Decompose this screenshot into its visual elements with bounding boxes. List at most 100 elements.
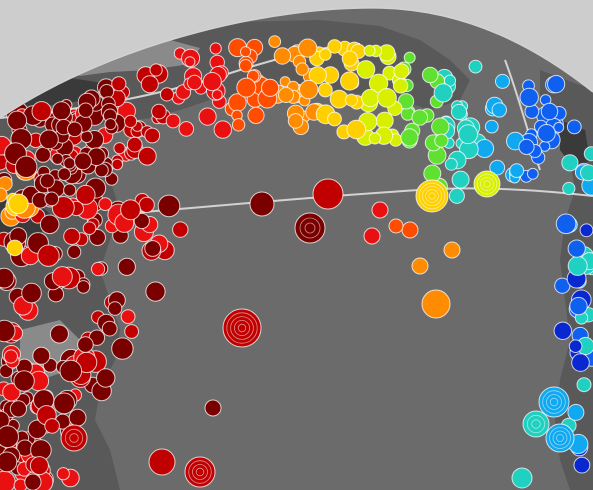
map-marker[interactable] (239, 58, 253, 73)
map-marker[interactable] (327, 39, 342, 54)
map-marker[interactable] (213, 120, 233, 139)
map-marker[interactable] (99, 84, 115, 99)
map-marker[interactable] (6, 239, 24, 257)
map-marker[interactable] (222, 308, 262, 348)
map-marker[interactable] (547, 75, 566, 94)
map-marker[interactable] (356, 60, 376, 79)
map-marker[interactable] (2, 383, 21, 402)
map-marker[interactable] (299, 79, 319, 100)
map-marker[interactable] (566, 119, 582, 135)
map-marker[interactable] (151, 103, 167, 120)
map-marker[interactable] (567, 239, 586, 258)
map-marker[interactable] (107, 301, 123, 316)
map-marker[interactable] (450, 103, 468, 121)
map-marker[interactable] (149, 63, 163, 77)
map-marker[interactable] (145, 281, 166, 302)
map-marker[interactable] (53, 392, 75, 415)
map-marker[interactable] (458, 124, 479, 145)
map-marker[interactable] (31, 101, 52, 122)
map-marker[interactable] (519, 87, 539, 108)
map-marker[interactable] (67, 244, 82, 259)
map-marker[interactable] (346, 119, 367, 140)
map-marker[interactable] (491, 102, 507, 118)
map-marker[interactable] (3, 349, 18, 364)
map-marker[interactable] (392, 78, 409, 94)
map-marker[interactable] (345, 93, 358, 107)
map-marker[interactable] (37, 244, 60, 267)
map-marker[interactable] (431, 117, 450, 136)
map-marker[interactable] (144, 240, 162, 257)
map-marker[interactable] (24, 473, 42, 490)
map-marker[interactable] (580, 164, 593, 182)
map-marker[interactable] (144, 127, 161, 144)
map-marker[interactable] (553, 121, 565, 133)
map-marker[interactable] (0, 187, 8, 203)
map-marker[interactable] (341, 50, 358, 67)
map-marker[interactable] (138, 196, 155, 213)
map-marker[interactable] (576, 377, 592, 393)
map-marker[interactable] (231, 118, 246, 132)
map-marker[interactable] (340, 71, 360, 91)
map-marker[interactable] (433, 83, 453, 103)
map-marker[interactable] (111, 158, 124, 171)
map-marker[interactable] (91, 261, 106, 277)
map-marker[interactable] (29, 456, 49, 476)
map-marker[interactable] (63, 183, 77, 197)
map-marker[interactable] (39, 129, 59, 150)
map-marker[interactable] (567, 255, 588, 276)
map-marker[interactable] (247, 106, 265, 125)
map-marker[interactable] (294, 212, 326, 244)
map-marker[interactable] (579, 223, 593, 238)
map-marker[interactable] (80, 130, 93, 144)
map-marker[interactable] (178, 121, 195, 137)
map-marker[interactable] (319, 48, 332, 61)
map-marker[interactable] (377, 88, 397, 108)
map-marker[interactable] (511, 467, 533, 489)
map-marker[interactable] (59, 359, 83, 383)
map-marker[interactable] (318, 82, 333, 98)
map-marker[interactable] (7, 110, 28, 131)
map-marker[interactable] (371, 201, 389, 219)
map-marker[interactable] (327, 111, 342, 127)
map-marker[interactable] (51, 266, 73, 288)
map-marker[interactable] (140, 75, 159, 94)
map-marker[interactable] (473, 170, 501, 198)
map-marker[interactable] (148, 448, 176, 476)
map-marker[interactable] (57, 167, 72, 181)
map-marker[interactable] (397, 93, 415, 110)
map-marker[interactable] (76, 280, 91, 294)
map-marker[interactable] (111, 337, 134, 360)
map-marker[interactable] (567, 403, 585, 421)
map-marker[interactable] (159, 87, 175, 102)
map-marker[interactable] (74, 152, 92, 171)
map-marker[interactable] (204, 399, 222, 417)
map-marker[interactable] (268, 35, 282, 48)
map-marker[interactable] (421, 289, 451, 319)
map-marker[interactable] (489, 159, 506, 176)
map-marker[interactable] (39, 173, 55, 189)
map-marker[interactable] (49, 324, 69, 344)
map-marker[interactable] (51, 101, 72, 121)
map-marker[interactable] (261, 78, 280, 97)
map-marker[interactable] (120, 199, 141, 221)
map-marker[interactable] (63, 227, 81, 245)
map-marker[interactable] (411, 109, 429, 126)
map-marker[interactable] (98, 197, 113, 212)
map-marker[interactable] (361, 88, 380, 108)
map-marker[interactable] (249, 191, 275, 217)
map-marker[interactable] (561, 154, 579, 172)
map-marker[interactable] (32, 346, 51, 365)
map-marker[interactable] (240, 46, 252, 58)
map-marker[interactable] (540, 102, 559, 121)
map-marker[interactable] (562, 181, 576, 196)
map-marker[interactable] (120, 309, 136, 325)
map-marker[interactable] (368, 132, 382, 145)
map-marker[interactable] (434, 133, 449, 148)
map-marker[interactable] (553, 321, 572, 340)
map-marker[interactable] (518, 138, 535, 155)
map-marker[interactable] (0, 364, 14, 379)
map-marker[interactable] (111, 76, 127, 92)
map-marker[interactable] (468, 59, 483, 74)
map-marker[interactable] (165, 113, 181, 129)
